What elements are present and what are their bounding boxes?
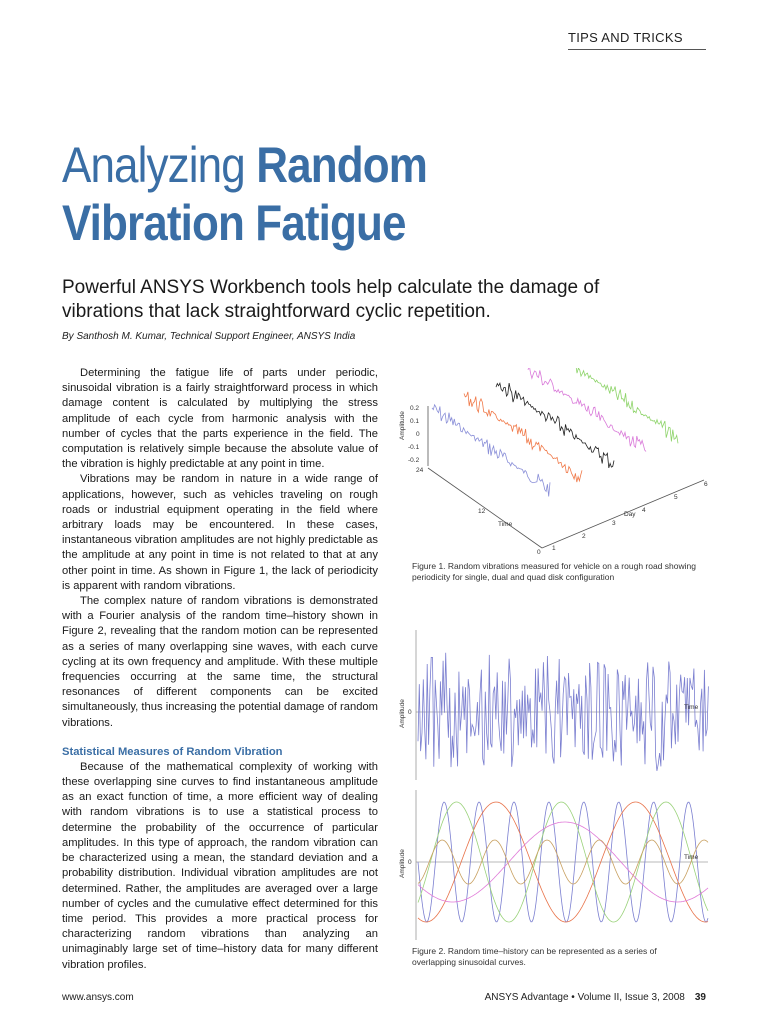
- paragraph: Vibrations may be random in nature in a …: [62, 473, 378, 592]
- time-tick: 12: [478, 508, 486, 515]
- paragraph: Determining the fatigue life of parts un…: [62, 367, 378, 471]
- day-tick: 5: [674, 494, 678, 501]
- y-tick: -0.1: [408, 444, 420, 451]
- title-light: Analyzing: [62, 137, 257, 193]
- sinusoid-line: [417, 801, 709, 923]
- title-bold-2: Vibration Fatigue: [62, 195, 406, 251]
- paragraph: Because of the mathematical complexity o…: [62, 760, 378, 971]
- time-tick: 0: [537, 549, 541, 556]
- y-tick: 0: [416, 431, 420, 438]
- figure-2-random-signal: Amplitude 0 Time: [399, 630, 709, 780]
- section-heading: Statistical Measures of Random Vibration: [62, 745, 283, 758]
- y-tick: 0.2: [410, 405, 419, 412]
- footer-publication: ANSYS Advantage • Volume II, Issue 3, 20…: [485, 992, 706, 1003]
- figure-2-sinusoids: Amplitude 0 Time: [399, 790, 709, 940]
- y-axis-label: Amplitude: [399, 699, 406, 728]
- title-bold-1: Random: [256, 137, 428, 193]
- figure-2-caption: Figure 2. Random time–history can be rep…: [412, 946, 657, 967]
- y-tick: -0.2: [408, 457, 420, 464]
- sinusoid-line: [417, 801, 709, 923]
- y-axis-label: Amplitude: [399, 411, 406, 440]
- time-axis-label: Time: [498, 521, 513, 528]
- sinusoid-line: [417, 839, 709, 885]
- paragraph: The complex nature of random vibrations …: [62, 595, 378, 729]
- sinusoid-series-group: [417, 801, 709, 923]
- day-tick: 6: [704, 481, 708, 488]
- time-axis: [427, 467, 543, 549]
- y-axis-label: Amplitude: [399, 849, 406, 878]
- day-tick: 4: [642, 507, 646, 514]
- day-tick: 1: [552, 545, 556, 552]
- footer-website: www.ansys.com: [62, 992, 134, 1003]
- waterfall-series-line: [575, 368, 679, 444]
- body-column: Determining the fatigue life of parts un…: [62, 366, 378, 973]
- day-axis-label: Day: [624, 511, 636, 518]
- publication-info: ANSYS Advantage • Volume II, Issue 3, 20…: [484, 992, 685, 1003]
- sinusoid-line: [417, 821, 709, 903]
- x-axis-label: Time: [684, 704, 699, 711]
- day-tick: 2: [582, 533, 586, 540]
- waterfall-series-line: [495, 381, 615, 469]
- time-tick: 24: [416, 467, 424, 474]
- figure-1-caption: Figure 1. Random vibrations measured for…: [412, 561, 696, 582]
- zero-label: 0: [408, 709, 412, 716]
- day-axis: [541, 479, 705, 549]
- random-signal-line: [417, 652, 709, 771]
- byline: By Santhosh M. Kumar, Technical Support …: [62, 331, 356, 342]
- zero-label: 0: [408, 859, 412, 866]
- page-number: 39: [694, 992, 706, 1003]
- article-title: Analyzing Random Vibration Fatigue: [62, 136, 643, 252]
- waterfall-series-line: [463, 391, 583, 483]
- day-tick: 3: [612, 520, 616, 527]
- article-subtitle: Powerful ANSYS Workbench tools help calc…: [62, 277, 600, 322]
- section-tag: TIPS AND TRICKS: [568, 30, 706, 50]
- figure-1-series-group: [431, 368, 679, 497]
- figure-1-waterfall-plot: Amplitude 0.2 0.1 0 -0.1 -0.2 24 12 0 Ti…: [399, 368, 708, 556]
- y-tick: 0.1: [410, 418, 419, 425]
- waterfall-series-line: [431, 403, 551, 497]
- x-axis-label: Time: [684, 854, 699, 861]
- waterfall-series-line: [527, 368, 647, 452]
